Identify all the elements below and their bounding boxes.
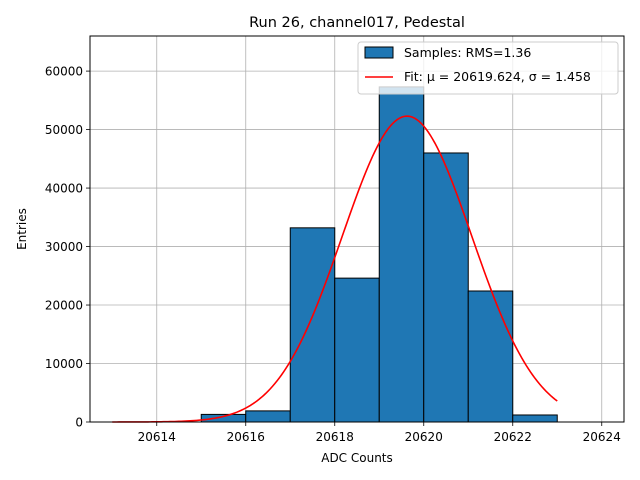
chart-title: Run 26, channel017, Pedestal [249,15,465,31]
legend: Samples: RMS=1.36 Fit: μ = 20619.624, σ … [357,41,619,95]
y-axis-label: Entries [15,208,29,250]
x-tick-label: 20618 [316,430,354,444]
histogram-bar [334,277,380,423]
histogram-bar [378,86,425,423]
y-tick-label: 30000 [45,240,83,254]
histogram-bar [512,414,558,423]
fit-curve [112,115,558,423]
x-axis-label: ADC Counts [321,451,393,465]
y-tick-label: 10000 [45,357,83,371]
histogram-bar [467,290,514,423]
histogram-bar [423,152,469,423]
histogram-bar [245,410,291,423]
legend-label-fit: Fit: μ = 20619.624, σ = 1.458 [404,69,591,84]
plot-frame [89,35,625,423]
x-tick-label: 20620 [405,430,443,444]
y-tick-label: 60000 [45,65,83,79]
legend-label-samples: Samples: RMS=1.36 [404,45,531,60]
legend-swatch-samples [364,46,394,59]
histogram-bar [289,227,336,423]
histogram-bar [200,413,247,423]
x-tick-label: 20616 [227,430,265,444]
y-axis-ticks: 0 10000 20000 30000 40000 50000 60000 [45,65,90,430]
histogram-bars [200,86,558,423]
x-tick-label: 20614 [138,430,176,444]
y-tick-label: 50000 [45,123,83,137]
x-axis-ticks: 20614 20616 20618 20620 20622 20624 [138,422,621,444]
y-tick-label: 0 [75,416,83,430]
y-tick-label: 20000 [45,299,83,313]
x-tick-label: 20622 [494,430,532,444]
x-tick-label: 20624 [583,430,621,444]
legend-box [357,41,619,95]
y-tick-label: 40000 [45,182,83,196]
